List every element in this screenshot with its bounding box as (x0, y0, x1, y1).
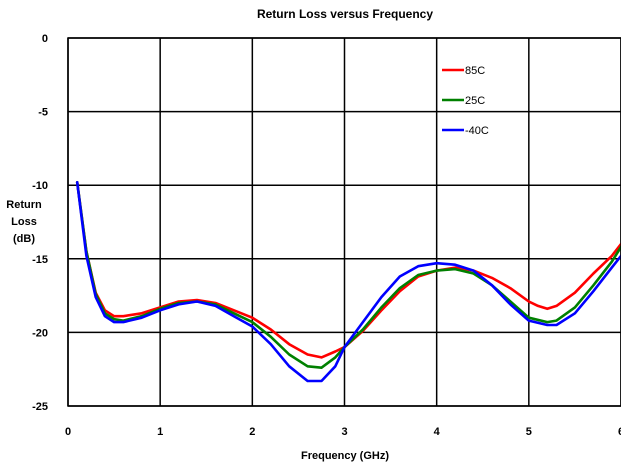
series-lines (75, 181, 621, 383)
y-tick-label: -20 (32, 327, 48, 339)
x-tick-label: 6 (618, 426, 621, 438)
x-tick-label: 0 (65, 426, 71, 438)
x-tick-label: 2 (249, 426, 255, 438)
y-tick-label: -5 (38, 107, 48, 119)
y-tick-label: -15 (32, 254, 48, 266)
y-axis-title: Return Loss (dB) (6, 199, 42, 245)
series-line-25C (75, 181, 621, 370)
y-axis-title-line-1: Return (6, 199, 42, 211)
legend-label-25C: 25C (465, 95, 485, 107)
x-tick-label: 1 (157, 426, 163, 438)
legend-label-85C: 85C (465, 65, 485, 77)
legend: 85C 25C -40C (442, 65, 489, 137)
x-tick-label: 3 (341, 426, 347, 438)
y-tick-label: 0 (42, 33, 48, 45)
x-axis-title: Frequency (GHz) (301, 450, 389, 462)
x-axis-ticks: 0 1 2 3 4 5 6 (65, 426, 621, 438)
y-axis-title-line-2: Loss (11, 216, 37, 228)
series-line-85C (75, 181, 621, 359)
x-tick-label: 4 (434, 426, 441, 438)
y-axis-title-line-3: (dB) (13, 233, 35, 245)
legend-label--40C: -40C (465, 125, 489, 137)
y-tick-label: -25 (32, 401, 48, 413)
grid (67, 37, 621, 407)
x-tick-label: 5 (526, 426, 532, 438)
series-line--40C (75, 181, 621, 383)
y-axis-ticks: 0 -5 -10 -15 -20 -25 (32, 33, 48, 413)
plot-area-border (67, 37, 621, 407)
chart-title: Return Loss versus Frequency (257, 7, 433, 21)
y-tick-label: -10 (32, 180, 48, 192)
